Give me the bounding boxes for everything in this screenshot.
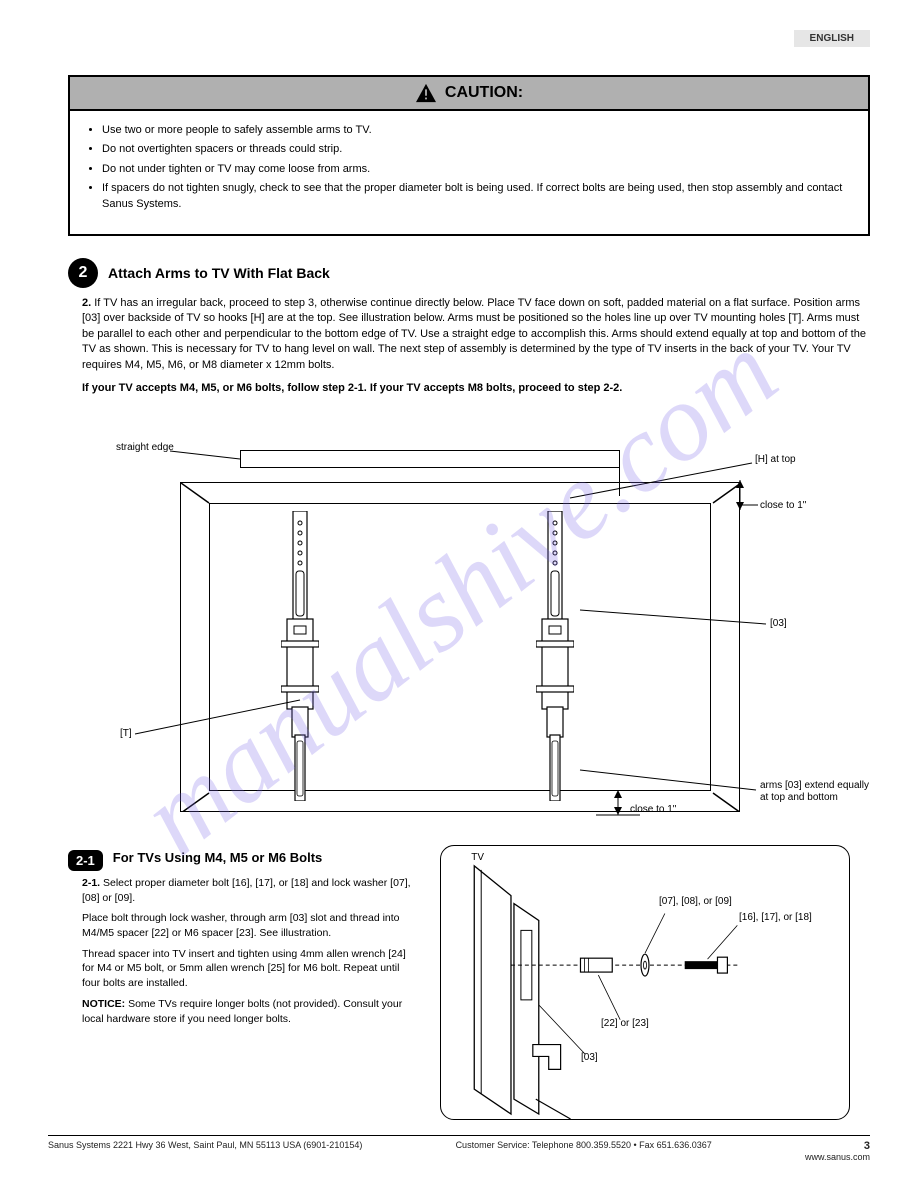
step21-header: 2-1 For TVs Using M4, M5 or M6 Bolts <box>68 850 322 871</box>
caution-bullet: If spacers do not tighten snugly, check … <box>102 181 854 212</box>
caution-header: CAUTION: <box>70 77 868 111</box>
label-extend-equal: arms [03] extend equally at top and bott… <box>760 780 880 804</box>
label-washer: [07], [08], or [09] <box>659 896 779 908</box>
step21-body: 2-1. Select proper diameter bolt [16], [… <box>82 876 412 1032</box>
step-number-badge: 2 <box>68 258 98 288</box>
page-footer: Sanus Systems 2221 Hwy 36 West, Saint Pa… <box>48 1135 870 1162</box>
caution-title: CAUTION: <box>445 84 523 102</box>
footer-right: 3 www.sanus.com <box>805 1140 870 1162</box>
footer-left: Sanus Systems 2221 Hwy 36 West, Saint Pa… <box>48 1140 362 1162</box>
step21-title: For TVs Using M4, M5 or M6 Bolts <box>113 850 322 865</box>
step21-illustration: TV [07], [08], or [09] [22] or [23] [16]… <box>440 845 850 1120</box>
step21-p2: Place bolt through lock washer, through … <box>82 911 412 940</box>
straight-edge-bar <box>240 450 620 468</box>
label-arm-03: [03] <box>770 618 787 630</box>
label-spacer: [22] or [23] <box>601 1018 649 1030</box>
footer-page-number: 3 <box>864 1140 870 1152</box>
step2-lead: 2. <box>82 297 91 309</box>
label-hooks-top: [H] at top <box>755 454 865 466</box>
tv-perspective-lines <box>181 483 739 811</box>
page: manualshive.com ENGLISH CAUTION: Use two… <box>0 0 918 1188</box>
caution-box: CAUTION: Use two or more people to safel… <box>68 75 870 236</box>
step21-notice-bold: NOTICE: <box>82 998 128 1010</box>
step2-para1: If TV has an irregular back, proceed to … <box>82 297 866 371</box>
label-tv: TV <box>471 852 484 863</box>
step2-title: Attach Arms to TV With Flat Back <box>108 265 330 281</box>
caution-bullet: Do not overtighten spacers or threads co… <box>102 142 854 157</box>
step2-body: 2. If TV has an irregular back, proceed … <box>82 296 868 396</box>
step21-notice: Some TVs require longer bolts (not provi… <box>82 998 402 1025</box>
caution-body: Use two or more people to safely assembl… <box>70 111 868 234</box>
label-straight-edge: straight edge <box>116 442 174 454</box>
caution-bullet: Do not under tighten or TV may come loos… <box>102 162 854 177</box>
mounting-arm-left <box>281 511 319 801</box>
step21-badge: 2-1 <box>68 850 103 871</box>
step21-lead: 2-1. <box>82 877 100 889</box>
step2-para2: If your TV accepts M4, M5, or M6 bolts, … <box>82 381 868 396</box>
label-bracket-03: [03] <box>581 1052 598 1064</box>
mounting-arm-right <box>536 511 574 801</box>
step21-p3: Thread spacer into TV insert and tighten… <box>82 947 412 991</box>
warning-icon <box>415 83 437 103</box>
label-tv-holes: [T] <box>120 728 132 740</box>
footer-center: Customer Service: Telephone 800.359.5520… <box>456 1140 712 1162</box>
label-bolt: [16], [17], or [18] <box>739 912 839 924</box>
tv-outer-frame <box>180 482 740 812</box>
caution-bullet: Use two or more people to safely assembl… <box>102 123 854 138</box>
footer-site: www.sanus.com <box>805 1152 870 1162</box>
step2-header: 2 Attach Arms to TV With Flat Back <box>68 258 330 288</box>
label-close-1in-top: close to 1" <box>760 500 860 512</box>
step21-p1: Select proper diameter bolt [16], [17], … <box>82 877 411 904</box>
page-language-label: ENGLISH <box>794 30 870 47</box>
